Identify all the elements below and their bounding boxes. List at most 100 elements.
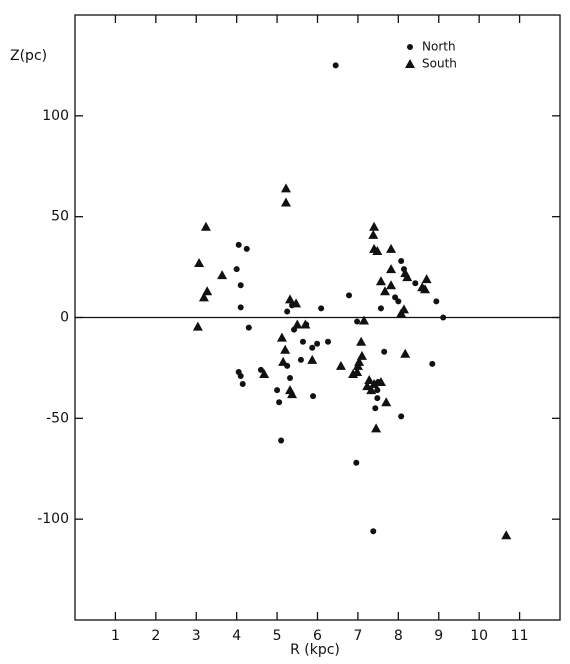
point <box>440 314 447 321</box>
point <box>348 368 359 378</box>
point <box>299 338 306 345</box>
legend-marker <box>407 44 413 50</box>
y-tick-label: -50 <box>46 410 69 426</box>
point <box>358 315 369 325</box>
point <box>346 292 353 299</box>
point <box>381 348 388 355</box>
point <box>371 423 382 433</box>
x-tick-label: 7 <box>353 628 362 644</box>
point <box>280 183 291 193</box>
point <box>433 298 440 305</box>
point <box>421 274 432 284</box>
point <box>280 197 291 207</box>
x-tick-label: 10 <box>470 628 488 644</box>
point <box>335 360 346 370</box>
point <box>310 393 317 400</box>
y-axis-label: Z(pc) <box>10 48 47 64</box>
point <box>412 280 419 287</box>
point <box>200 221 211 231</box>
point <box>309 344 316 351</box>
point <box>280 344 291 354</box>
point <box>429 360 436 367</box>
point <box>379 286 390 296</box>
point <box>372 405 379 412</box>
point <box>237 304 244 311</box>
y-tick-label: 100 <box>42 108 69 124</box>
x-tick-label: 5 <box>273 628 282 644</box>
point <box>366 385 377 395</box>
point <box>370 528 377 535</box>
point <box>372 245 383 255</box>
point <box>374 395 381 402</box>
point <box>202 286 213 296</box>
point <box>354 356 365 366</box>
point <box>354 318 361 325</box>
x-tick-label: 11 <box>511 628 529 644</box>
y-tick-label: -100 <box>37 511 69 527</box>
legend-label: North <box>422 40 456 54</box>
point <box>369 221 380 231</box>
point <box>386 243 397 253</box>
x-tick-label: 1 <box>111 628 120 644</box>
point <box>297 356 304 363</box>
point <box>356 350 367 360</box>
point <box>239 381 246 388</box>
point <box>274 387 281 394</box>
point <box>386 280 397 290</box>
point <box>245 324 252 331</box>
point <box>501 530 512 540</box>
point <box>292 319 303 329</box>
point <box>375 276 386 286</box>
point <box>325 338 332 345</box>
point <box>257 366 264 373</box>
point <box>243 245 250 252</box>
point <box>395 298 402 305</box>
legend-marker <box>405 59 415 68</box>
point <box>400 348 411 358</box>
point <box>356 336 367 346</box>
point <box>386 264 397 274</box>
point <box>285 294 296 304</box>
point <box>291 298 302 308</box>
point <box>307 354 318 364</box>
point <box>276 332 287 342</box>
point <box>276 399 283 406</box>
x-tick-label: 4 <box>232 628 241 644</box>
point <box>287 389 298 399</box>
x-axis-label: R (kpc) <box>290 642 340 658</box>
point <box>194 258 205 268</box>
point <box>318 305 325 312</box>
point <box>235 241 242 248</box>
point <box>278 437 285 444</box>
point <box>217 270 228 280</box>
y-tick-label: 50 <box>51 209 69 225</box>
point <box>300 319 311 329</box>
point <box>287 375 294 381</box>
point <box>381 397 392 407</box>
x-tick-label: 2 <box>151 628 160 644</box>
point <box>198 292 209 302</box>
legend-label: South <box>422 57 457 71</box>
y-tick-label: 0 <box>60 310 69 326</box>
point <box>398 304 409 314</box>
x-tick-label: 6 <box>313 628 322 644</box>
point <box>237 282 244 289</box>
point <box>374 387 381 394</box>
point <box>398 413 405 420</box>
point <box>233 266 240 273</box>
point <box>402 272 413 282</box>
point <box>237 372 244 379</box>
point <box>284 308 291 315</box>
point <box>420 284 431 294</box>
point <box>398 258 405 265</box>
point <box>192 321 203 331</box>
point <box>392 294 399 301</box>
point <box>375 377 386 387</box>
point <box>377 305 384 312</box>
point <box>314 340 321 347</box>
x-tick-label: 9 <box>434 628 443 644</box>
point <box>278 356 289 366</box>
point <box>332 62 339 69</box>
x-tick-label: 3 <box>192 628 201 644</box>
